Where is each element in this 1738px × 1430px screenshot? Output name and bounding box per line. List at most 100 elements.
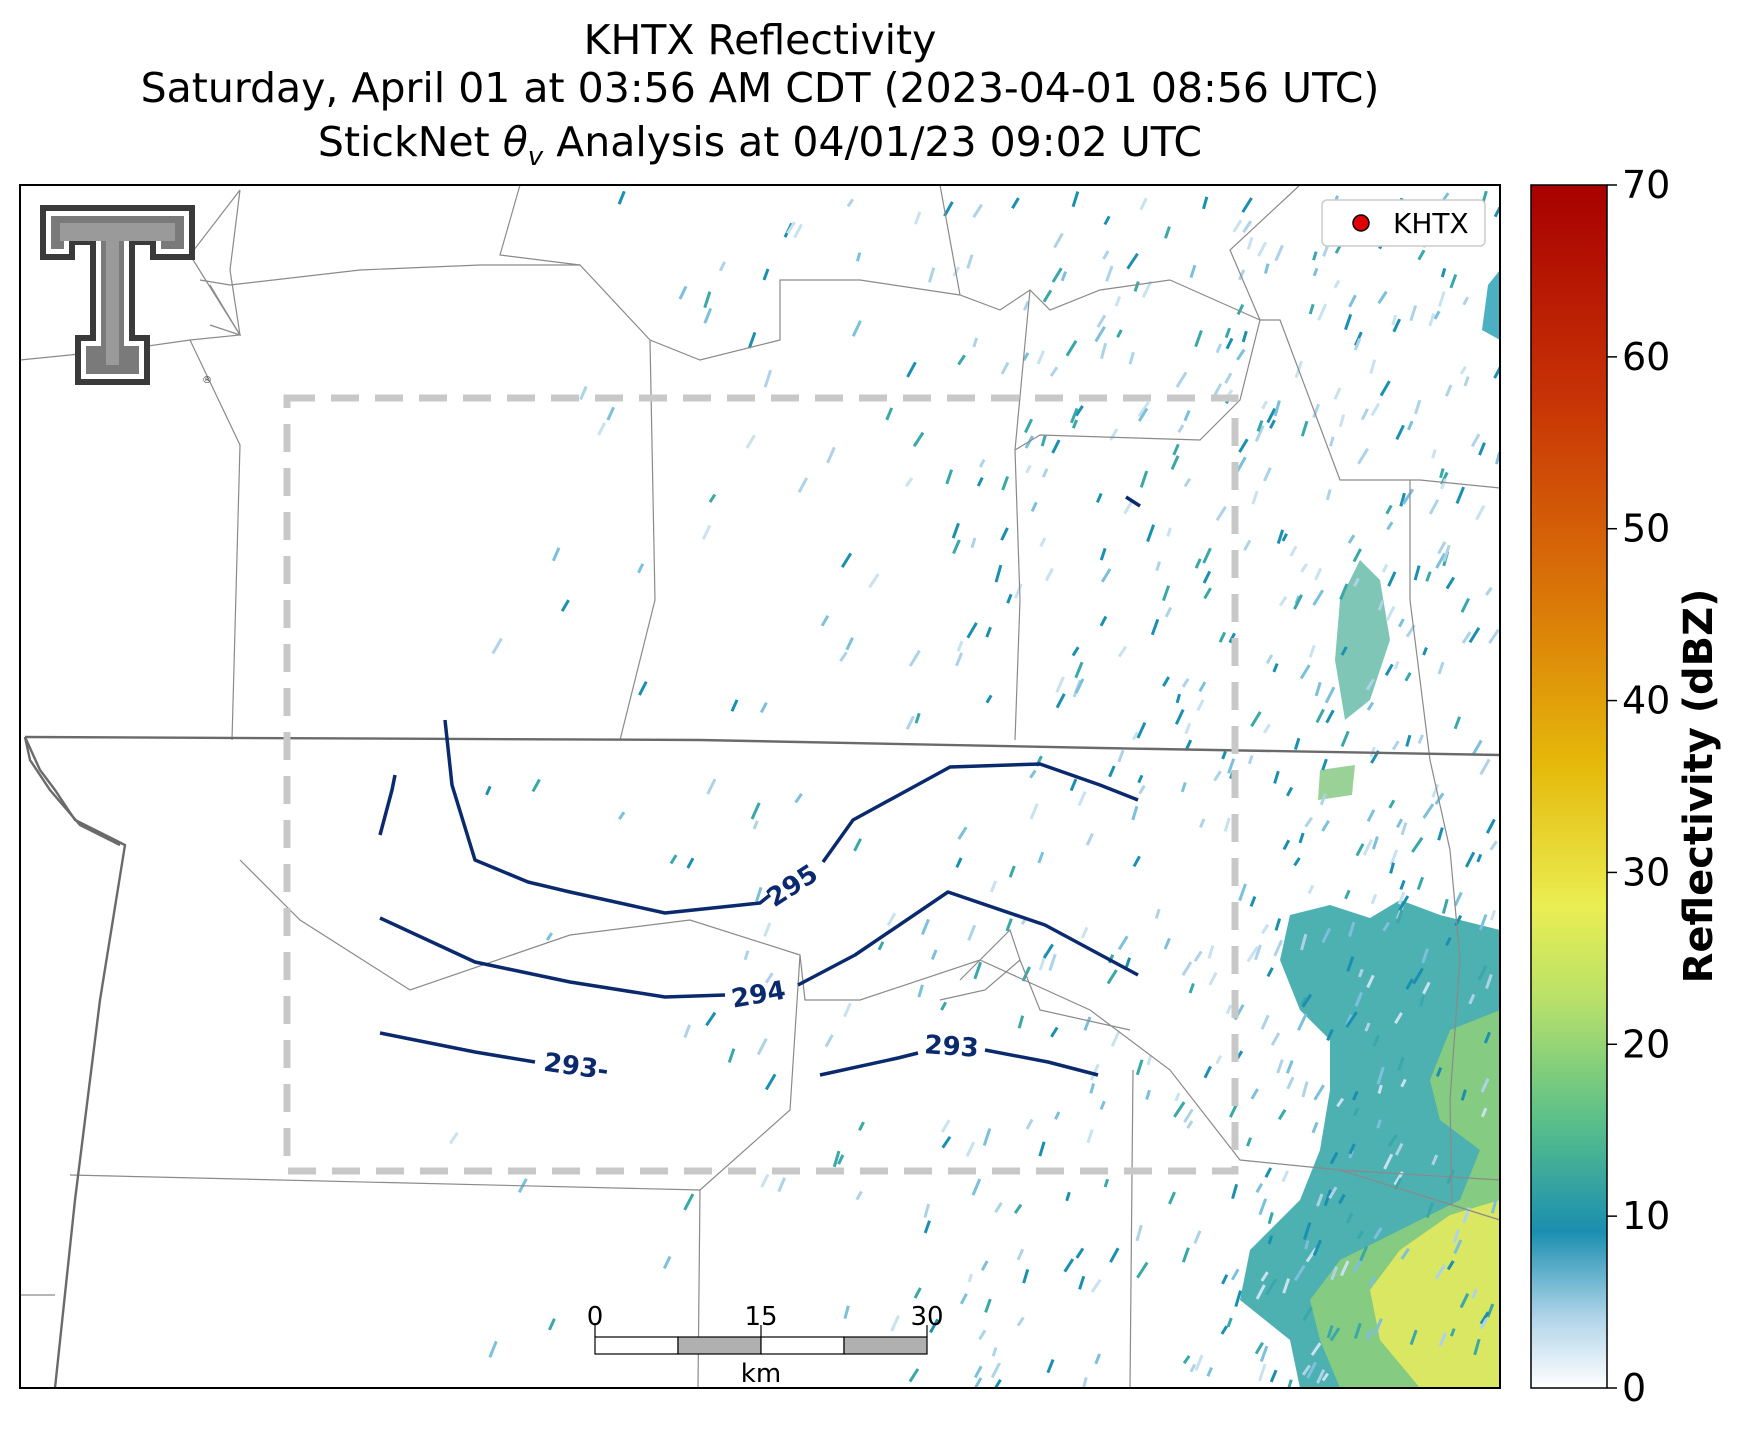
echo-speckle xyxy=(1180,782,1187,793)
echo-speckle xyxy=(1123,500,1133,515)
echo-speckle xyxy=(1304,816,1314,828)
echo-speckle xyxy=(971,1178,982,1196)
echo-speckle xyxy=(743,950,750,961)
echo-speckle xyxy=(1405,734,1412,747)
echo-speckle xyxy=(1422,981,1431,995)
echo-speckle xyxy=(1241,330,1248,343)
echo-speckle xyxy=(1435,552,1447,569)
echo-speckle xyxy=(1479,1311,1490,1325)
echo-speckle xyxy=(1099,1100,1106,1110)
echo-speckle xyxy=(1040,434,1047,447)
echo-speckle xyxy=(1340,730,1350,747)
echo-speckle xyxy=(1304,1240,1310,1250)
echo-speckle xyxy=(1074,661,1084,679)
echo-speckle xyxy=(1069,778,1078,792)
precip-cell-upper xyxy=(1335,560,1390,720)
echo-speckle xyxy=(965,1141,976,1157)
echo-speckle xyxy=(683,1024,692,1039)
echo-speckle xyxy=(1075,405,1084,417)
echo-speckle xyxy=(683,1193,695,1211)
echo-speckle xyxy=(1051,267,1063,283)
echo-speckle xyxy=(1199,818,1206,828)
echo-speckle xyxy=(1362,838,1373,856)
echo-speckle xyxy=(1051,439,1061,454)
echo-speckle xyxy=(1006,593,1013,604)
echo-speckle xyxy=(1074,678,1085,694)
echo-speckle xyxy=(448,1132,459,1145)
echo-speckle xyxy=(978,458,986,468)
echo-speckle xyxy=(1373,1318,1383,1336)
echo-speckle xyxy=(1490,1199,1498,1214)
echo-speckle xyxy=(1138,784,1146,795)
reflectivity-echoes xyxy=(448,190,1500,1388)
echo-speckle xyxy=(1267,1212,1274,1225)
echo-speckle xyxy=(914,712,921,724)
contour-293-right-line xyxy=(819,1051,919,1077)
echo-speckle xyxy=(1399,492,1406,507)
echo-speckle xyxy=(1285,1060,1294,1074)
echo-speckle xyxy=(1128,351,1135,365)
echo-speckle xyxy=(1215,505,1227,522)
echo-speckle xyxy=(745,434,756,449)
echo-speckle xyxy=(1398,895,1410,912)
echo-speckle xyxy=(1265,1278,1278,1296)
echo-speckle xyxy=(1357,968,1364,978)
echo-speckle xyxy=(1323,1189,1332,1207)
echo-speckle xyxy=(705,1011,717,1027)
echo-speckle xyxy=(820,615,830,627)
echo-speckle xyxy=(1241,197,1253,213)
echo-speckle xyxy=(1425,1202,1435,1219)
echo-speckle xyxy=(1117,935,1129,951)
echo-speckle xyxy=(1442,544,1451,562)
echo-speckle xyxy=(906,361,917,378)
khtx-radar-marker xyxy=(1352,214,1370,232)
echo-speckle xyxy=(1071,419,1078,429)
echo-speckle xyxy=(1131,731,1139,741)
echo-speckle xyxy=(730,699,739,712)
echo-speckle xyxy=(976,477,984,487)
echo-speckle xyxy=(1218,631,1227,643)
echo-speckle xyxy=(701,524,712,540)
echo-speckle xyxy=(1391,314,1398,326)
echo-speckle xyxy=(718,261,726,272)
echo-speckle xyxy=(1359,1245,1369,1262)
echo-speckle xyxy=(1352,1259,1362,1274)
echo-speckle xyxy=(943,201,954,217)
echo-speckle xyxy=(1146,1055,1153,1066)
echo-speckle xyxy=(1316,1193,1324,1207)
echo-speckle xyxy=(837,1154,845,1165)
echo-speckle xyxy=(1437,827,1444,841)
echo-speckle xyxy=(1080,926,1089,939)
echo-speckle xyxy=(1417,734,1424,744)
echo-speckle xyxy=(1016,1316,1025,1327)
echo-speckle xyxy=(1181,961,1193,976)
echo-speckle xyxy=(1368,1276,1376,1287)
echo-speckle xyxy=(1055,676,1065,693)
echo-speckle xyxy=(1243,539,1252,551)
echo-speckle xyxy=(1175,693,1181,704)
echo-speckle xyxy=(1250,1088,1259,1100)
contour-294-line-right xyxy=(797,890,1139,987)
echo-speckle xyxy=(1395,424,1405,441)
echo-speckle xyxy=(1298,832,1305,844)
echo-speckle xyxy=(1194,329,1203,348)
echo-speckle xyxy=(597,422,607,436)
colorbar-label: Reflectivity (dBZ) xyxy=(1676,589,1722,984)
echo-speckle xyxy=(1409,1329,1418,1346)
contour-295-line xyxy=(443,719,772,915)
echo-speckle xyxy=(1387,1134,1398,1147)
echo-speckle xyxy=(1352,1090,1359,1101)
echo-speckle xyxy=(1135,1224,1143,1242)
precip-cell-edge xyxy=(1482,270,1500,340)
echo-speckle xyxy=(1166,527,1172,537)
county-boundaries xyxy=(19,184,1501,1389)
echo-speckle xyxy=(1258,1198,1268,1216)
echo-speckle xyxy=(1317,303,1328,321)
echo-speckle xyxy=(980,1260,989,1271)
echo-speckle xyxy=(843,1305,850,1320)
echo-speckle xyxy=(750,802,761,820)
echo-speckle xyxy=(824,1034,834,1048)
echo-speckle xyxy=(1353,1322,1362,1339)
echo-speckle xyxy=(1238,883,1247,902)
echo-speckle xyxy=(706,778,717,795)
